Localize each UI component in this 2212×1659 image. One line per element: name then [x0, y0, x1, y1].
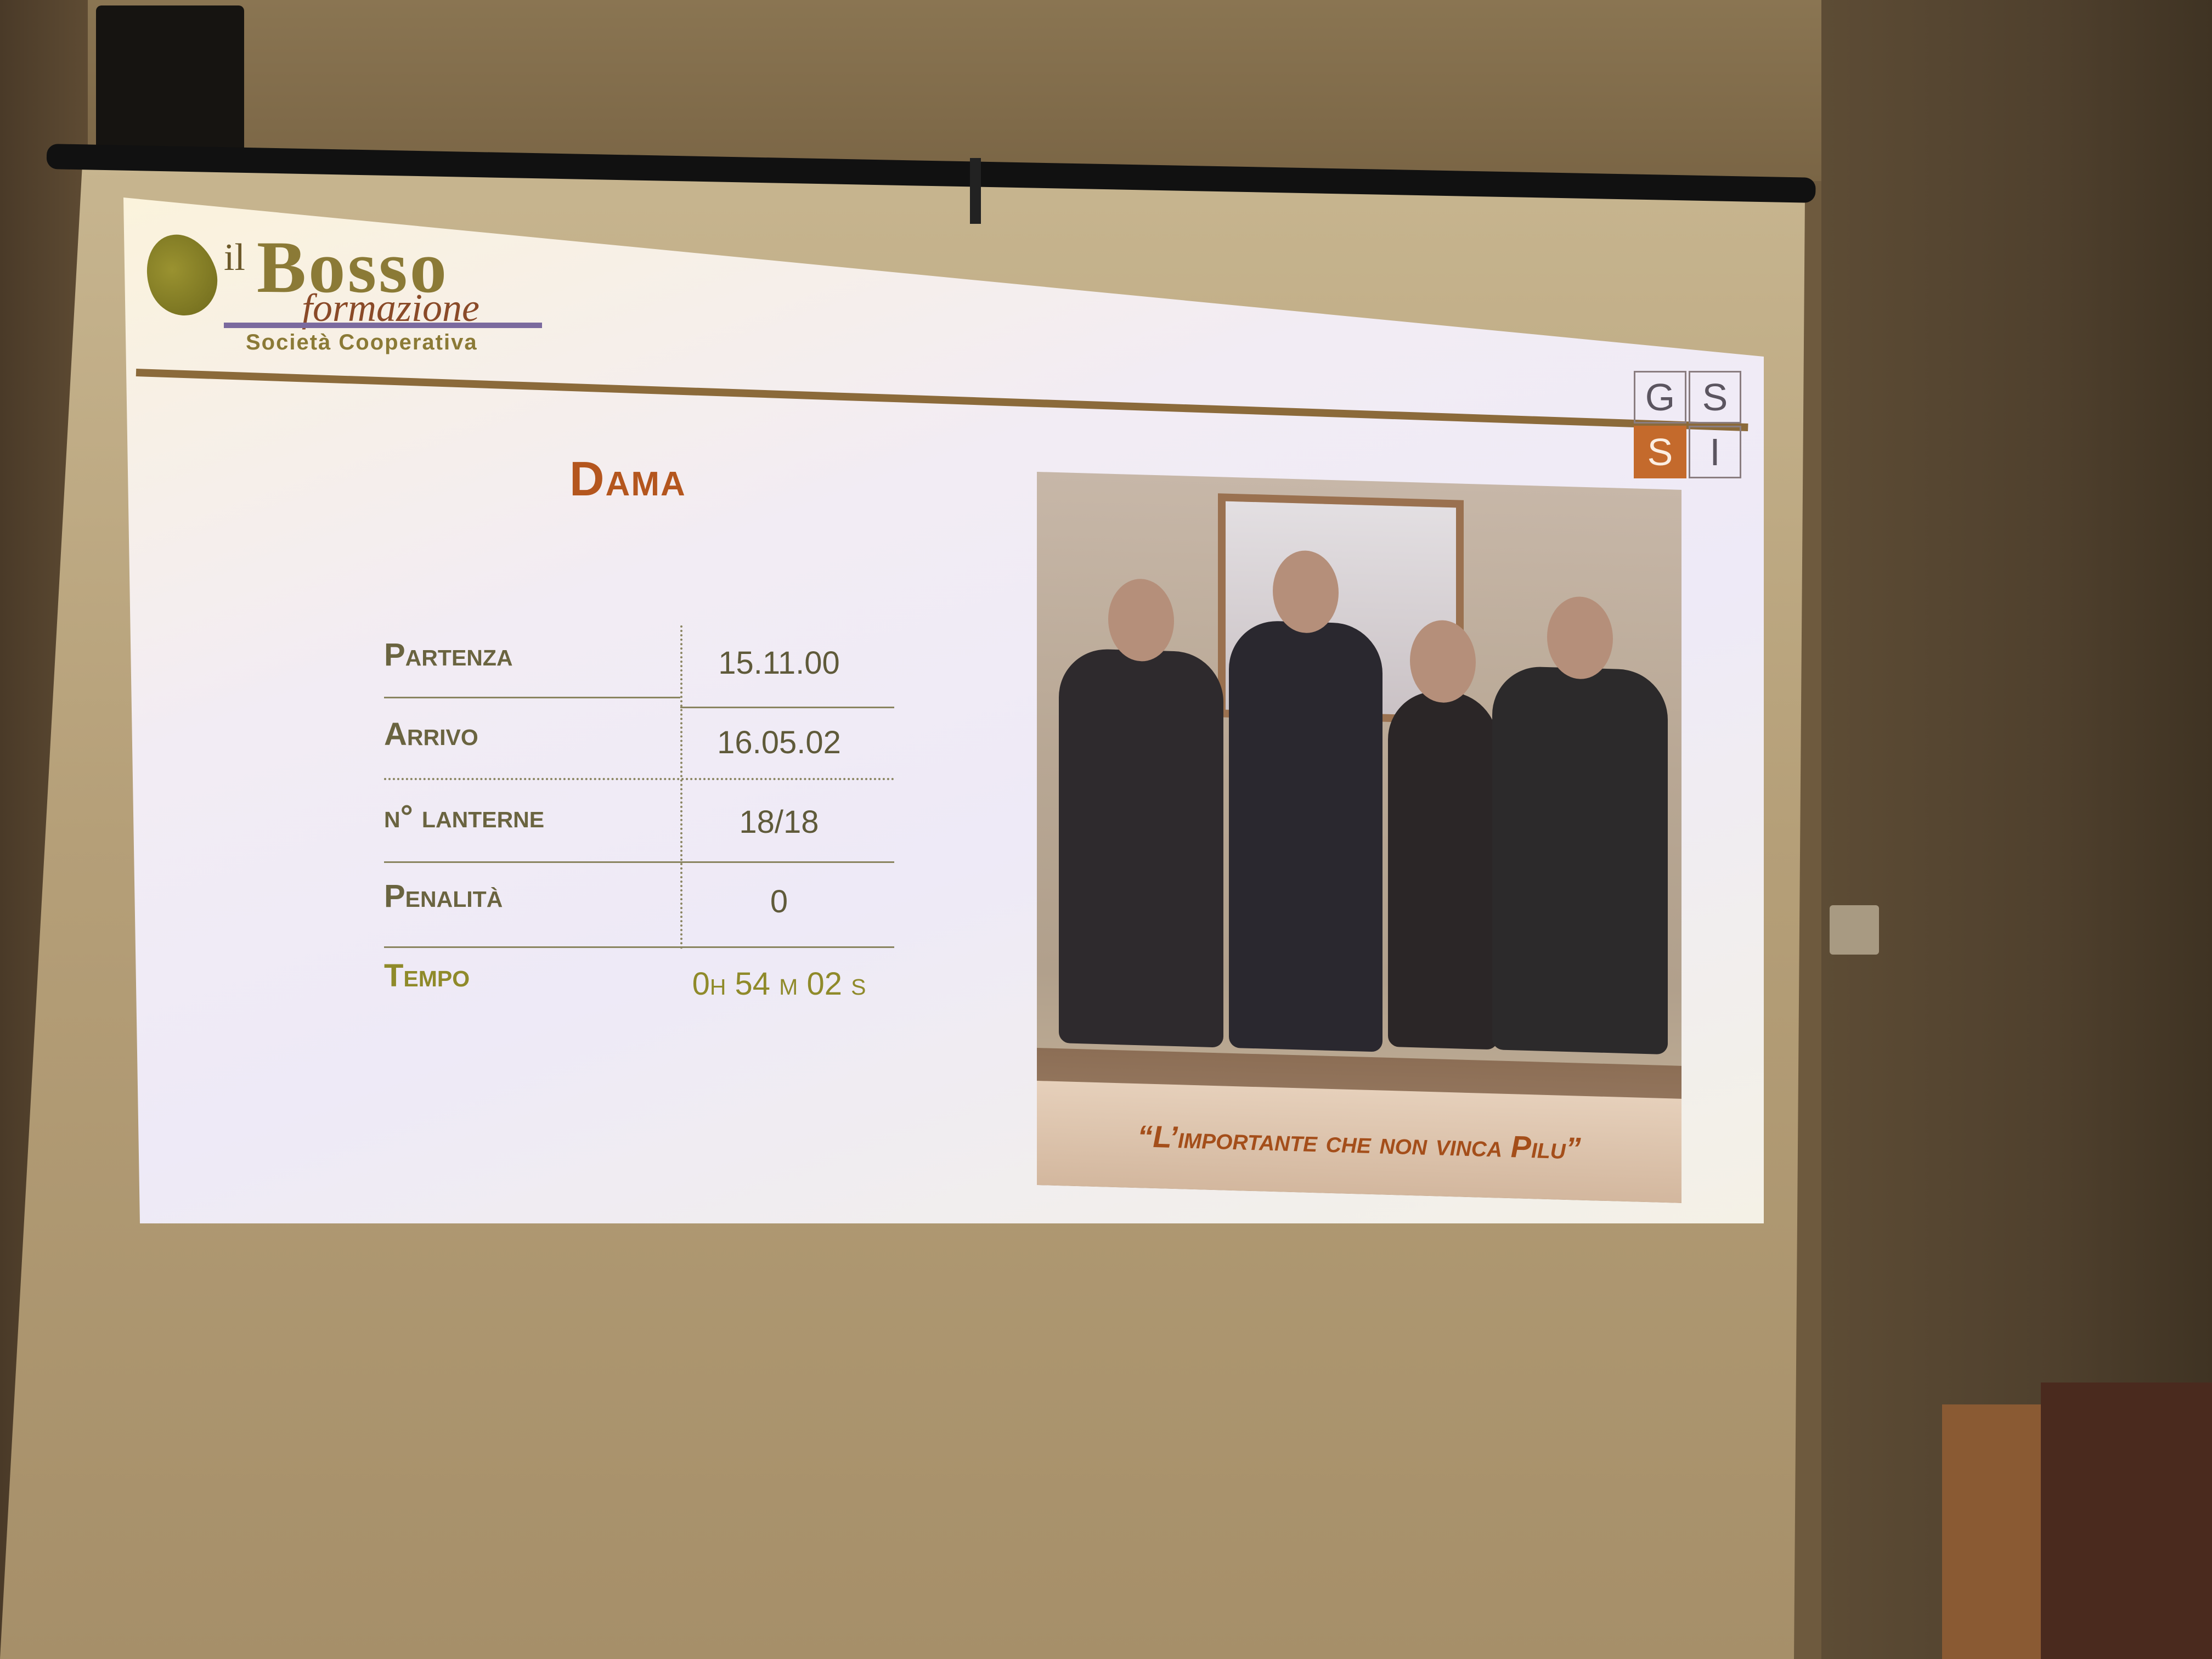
- gssi-letter-s1: S: [1689, 371, 1741, 424]
- person: [1388, 619, 1498, 1050]
- row-label-partenza: Partenza: [384, 637, 513, 673]
- row-value-arrivo: 16.05.02: [717, 725, 841, 760]
- row-label-arrivo: Arrivo: [384, 716, 478, 752]
- person: [1229, 550, 1383, 1052]
- row-label-penalita: Penalità: [384, 878, 503, 914]
- row-value-tempo: 0h 54 m 02 s: [692, 966, 866, 1002]
- row-label-lanterne: n° lanterne: [384, 799, 545, 834]
- gssi-letter-i: I: [1689, 426, 1741, 478]
- leaf-icon: [135, 224, 228, 325]
- chair: [2041, 1383, 2212, 1659]
- row-divider: [384, 697, 680, 698]
- wall-switch: [1830, 905, 1879, 955]
- team-photo: “L’importante che non vinca Pilu”: [1037, 472, 1681, 1203]
- row-value-partenza: 15.11.00: [718, 645, 840, 681]
- logo-underline: [224, 323, 542, 328]
- person-head: [1547, 595, 1613, 680]
- bosso-logo: il Bosso formazione Società Cooperativa: [135, 224, 564, 368]
- photo-caption-bar: “L’importante che non vinca Pilu”: [1037, 1081, 1681, 1203]
- photo-caption: “L’importante che non vinca Pilu”: [1137, 1118, 1581, 1166]
- row-value-lanterne: 18/18: [739, 804, 819, 840]
- logo-prefix: il: [224, 236, 245, 279]
- gssi-logo: G S S I: [1634, 371, 1743, 481]
- logo-tagline: Società Cooperativa: [246, 330, 478, 354]
- column-divider: [680, 625, 682, 949]
- row-divider: [680, 707, 894, 708]
- row-value-penalita: 0: [770, 884, 788, 919]
- gssi-letter-s2: S: [1634, 426, 1686, 478]
- row-divider: [384, 778, 894, 782]
- screen-hook: [970, 158, 981, 224]
- gssi-letter-g: G: [1634, 371, 1686, 424]
- person-head: [1108, 578, 1174, 662]
- person: [1492, 595, 1668, 1055]
- logo-name: Bosso: [257, 227, 449, 308]
- slide-title: Dama: [569, 452, 686, 506]
- person: [1059, 578, 1223, 1048]
- row-divider: [384, 946, 894, 948]
- speaker: [96, 5, 244, 170]
- row-divider: [384, 861, 894, 863]
- row-label-tempo: Tempo: [384, 958, 470, 994]
- logo-sub: formazione: [302, 286, 479, 330]
- results-table: Partenza 15.11.00 Arrivo 16.05.02 n° lan…: [384, 625, 894, 1009]
